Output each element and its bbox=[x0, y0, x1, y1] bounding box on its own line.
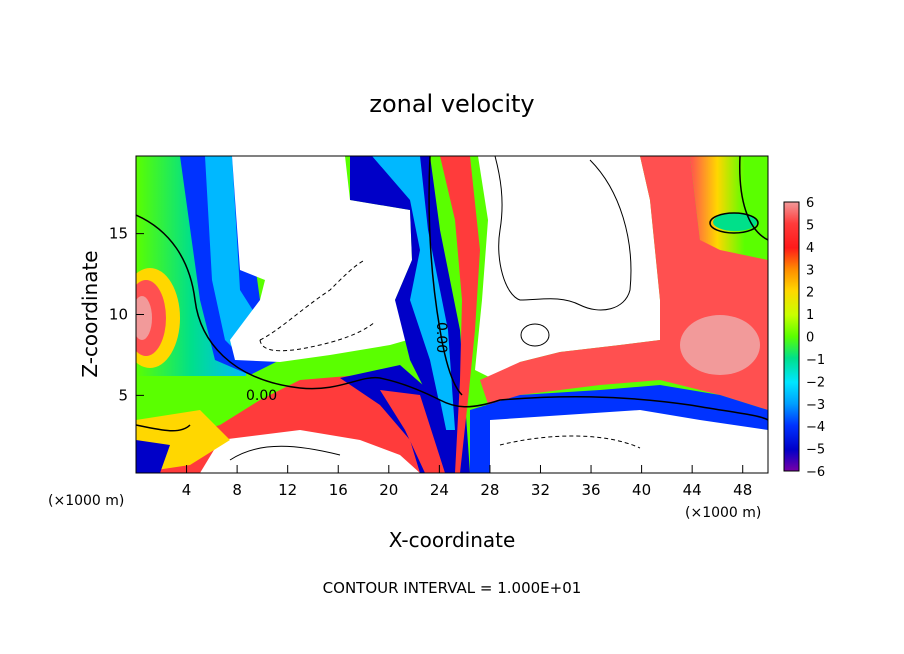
colorbar-label: 5 bbox=[806, 218, 814, 233]
colorbar-label: 6 bbox=[806, 196, 814, 211]
colorbar-label: −1 bbox=[806, 353, 825, 368]
contour-negative-lower bbox=[499, 435, 641, 449]
colorbar bbox=[783, 201, 800, 472]
contour-zero-lowleft bbox=[136, 424, 191, 432]
colorbar-label: −6 bbox=[806, 465, 825, 480]
x-tick-label: 8 bbox=[232, 481, 242, 499]
colorbar-labels: 6 5 4 3 2 1 0 −1 −2 −3 −4 −5 −6 bbox=[806, 196, 825, 480]
chart-title: zonal velocity bbox=[369, 90, 534, 118]
colorbar-label: 3 bbox=[806, 263, 814, 278]
x-unit-right: (×1000 m) bbox=[685, 505, 761, 521]
contour-positive-right bbox=[494, 156, 632, 311]
colorbar-label: 4 bbox=[806, 241, 814, 256]
x-tick-label: 32 bbox=[531, 481, 550, 499]
y-tick-label: 5 bbox=[118, 386, 128, 404]
colorbar-label: −2 bbox=[806, 375, 825, 390]
x-axis: 4 8 12 16 20 24 28 32 36 40 44 48 bbox=[182, 465, 752, 499]
contour-lower-white bbox=[229, 445, 341, 461]
contour-zero-right bbox=[739, 156, 768, 241]
colorbar-label: 2 bbox=[806, 286, 814, 301]
x-tick-label: 16 bbox=[329, 481, 348, 499]
y-axis: 5 10 15 bbox=[109, 225, 144, 404]
contour-interval-note: CONTOUR INTERVAL = 1.000E+01 bbox=[323, 579, 582, 597]
x-unit-left: (×1000 m) bbox=[48, 493, 124, 509]
y-tick-label: 15 bbox=[109, 225, 128, 243]
x-tick-label: 24 bbox=[430, 481, 449, 499]
contour-label-1: 0.00 bbox=[246, 388, 277, 404]
contour-lines bbox=[136, 156, 768, 461]
x-tick-label: 40 bbox=[632, 481, 651, 499]
contour-label-2: 0.00 bbox=[433, 322, 449, 353]
contour-positive-small bbox=[520, 323, 550, 347]
colorbar-label: 1 bbox=[806, 308, 814, 323]
heatmap-field bbox=[136, 156, 768, 473]
contour-negative-left-2 bbox=[259, 321, 376, 352]
colorbar-label: −4 bbox=[806, 420, 825, 435]
x-axis-label: X-coordinate bbox=[389, 528, 516, 552]
colorbar-label: −3 bbox=[806, 398, 825, 413]
contour-zero-center bbox=[428, 156, 463, 396]
x-tick-label: 36 bbox=[581, 481, 600, 499]
x-tick-label: 44 bbox=[683, 481, 702, 499]
x-tick-label: 4 bbox=[182, 481, 192, 499]
colorbar-label: −5 bbox=[806, 443, 825, 458]
colorbar-label: 0 bbox=[806, 331, 814, 346]
y-tick-label: 10 bbox=[109, 306, 128, 324]
contour-negative-left bbox=[259, 259, 366, 341]
contour-zero-left bbox=[136, 214, 768, 421]
contour-zero-ellipse bbox=[709, 212, 759, 234]
y-axis-label: Z-coordinate bbox=[78, 250, 102, 377]
x-tick-label: 48 bbox=[733, 481, 752, 499]
x-tick-label: 12 bbox=[278, 481, 297, 499]
x-tick-label: 28 bbox=[480, 481, 499, 499]
x-tick-label: 20 bbox=[379, 481, 398, 499]
